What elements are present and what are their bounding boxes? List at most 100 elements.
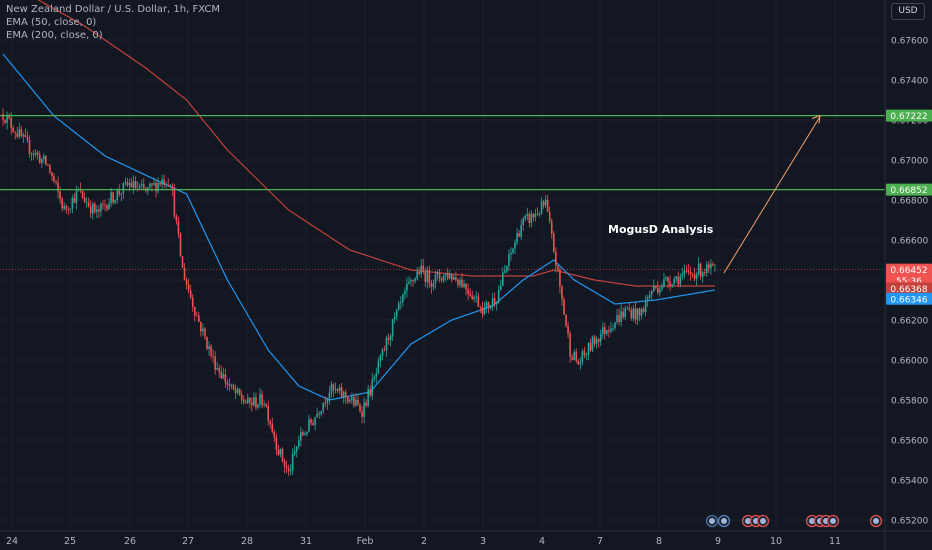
- event-flag-icon[interactable]: [826, 514, 840, 528]
- event-markers[interactable]: [705, 514, 883, 528]
- candle-body: [626, 308, 629, 310]
- ema200-value-tag[interactable]: 0.66368: [886, 282, 932, 295]
- candle-body: [6, 115, 8, 124]
- candle-body: [375, 373, 378, 377]
- candle: [349, 397, 351, 404]
- candle: [636, 308, 639, 325]
- price-axis[interactable]: 0.676000.674000.672000.670000.668000.666…: [884, 0, 932, 550]
- candle: [508, 249, 510, 272]
- time-tick-label: 10: [770, 536, 782, 547]
- candle-body: [638, 308, 641, 316]
- candle: [683, 264, 686, 279]
- event-flag-icon[interactable]: [869, 514, 883, 528]
- candle: [587, 342, 590, 361]
- event-flag-icon[interactable]: [705, 514, 719, 528]
- candle: [667, 276, 669, 289]
- candle: [697, 256, 700, 277]
- event-flag-dot: [760, 518, 766, 524]
- candle: [271, 417, 274, 434]
- candle: [540, 197, 543, 215]
- candle: [36, 150, 39, 160]
- candle-body: [412, 280, 414, 282]
- event-flag-icon[interactable]: [717, 514, 731, 528]
- candle-body: [4, 119, 6, 124]
- candle-body: [416, 271, 418, 279]
- candle-body: [514, 242, 516, 249]
- candle: [546, 194, 549, 213]
- candle: [373, 374, 376, 383]
- time-axis[interactable]: 24 25 26 27 28 31 Feb 2 3 4 7 8 9 10 11: [0, 530, 932, 547]
- candle: [61, 196, 63, 212]
- candle: [226, 379, 229, 391]
- candle: [98, 205, 100, 218]
- price-tick-label: 0.67000: [891, 157, 928, 167]
- candle: [71, 194, 74, 214]
- candle: [371, 372, 374, 401]
- candle: [279, 448, 282, 458]
- candle: [389, 333, 392, 347]
- candle-body: [689, 271, 692, 274]
- candle-body: [322, 402, 325, 412]
- candle-body: [181, 256, 184, 269]
- candle-body: [318, 413, 320, 415]
- candle-body: [477, 296, 480, 307]
- candle: [167, 178, 170, 188]
- candle: [550, 218, 553, 239]
- candle-body: [369, 389, 371, 396]
- candle: [514, 239, 516, 255]
- candle-body: [499, 285, 502, 290]
- candle-body: [122, 182, 125, 194]
- candle: [524, 214, 527, 222]
- candle: [595, 336, 598, 350]
- currency-selector[interactable]: USD: [891, 3, 925, 20]
- candle-body: [167, 184, 170, 186]
- candle-body: [47, 164, 49, 166]
- candle: [253, 392, 255, 407]
- candle-body: [691, 273, 694, 275]
- level-upper-tag[interactable]: 0.67222: [886, 109, 932, 123]
- candle-body: [293, 451, 296, 454]
- candle: [446, 268, 449, 281]
- candle-body: [169, 185, 172, 187]
- candle: [626, 305, 629, 310]
- candle-body: [442, 275, 445, 281]
- candle-body: [671, 284, 673, 286]
- candle-body: [504, 270, 506, 273]
- candle-body: [40, 159, 43, 164]
- candle-body: [422, 265, 425, 272]
- candle-body: [573, 351, 575, 360]
- candle-body: [363, 402, 365, 417]
- ema200-legend[interactable]: EMA (200, close, 0): [6, 30, 103, 41]
- candle-body: [593, 336, 596, 344]
- candle-body: [208, 346, 210, 349]
- candle: [191, 293, 194, 312]
- candle-body: [136, 187, 139, 189]
- candle-body: [714, 264, 716, 266]
- candle: [269, 419, 272, 429]
- candle: [316, 407, 318, 418]
- candle-body: [555, 251, 557, 266]
- ema50-legend[interactable]: EMA (50, close, 0): [6, 17, 97, 28]
- candle-body: [712, 263, 714, 266]
- symbol-title[interactable]: New Zealand Dollar / U.S. Dollar, 1h, FX…: [6, 4, 220, 15]
- level-lower-tag[interactable]: 0.66852: [886, 183, 932, 197]
- candle-body: [581, 351, 584, 363]
- candle: [2, 108, 4, 127]
- time-tick-label: 9: [715, 536, 721, 547]
- candle: [565, 314, 567, 328]
- candle: [289, 464, 292, 476]
- ema50-value-tag[interactable]: 0.66346: [886, 292, 932, 306]
- candle: [408, 276, 410, 285]
- candle-body: [102, 203, 104, 205]
- candle-body: [506, 265, 508, 271]
- analysis-label: MogusD Analysis: [608, 223, 714, 236]
- candle-body: [216, 368, 218, 370]
- candle: [10, 112, 12, 135]
- candle-body: [222, 374, 225, 379]
- candle: [344, 389, 347, 404]
- event-flag-icon[interactable]: [756, 514, 770, 528]
- candle: [361, 406, 363, 424]
- candle: [365, 399, 367, 408]
